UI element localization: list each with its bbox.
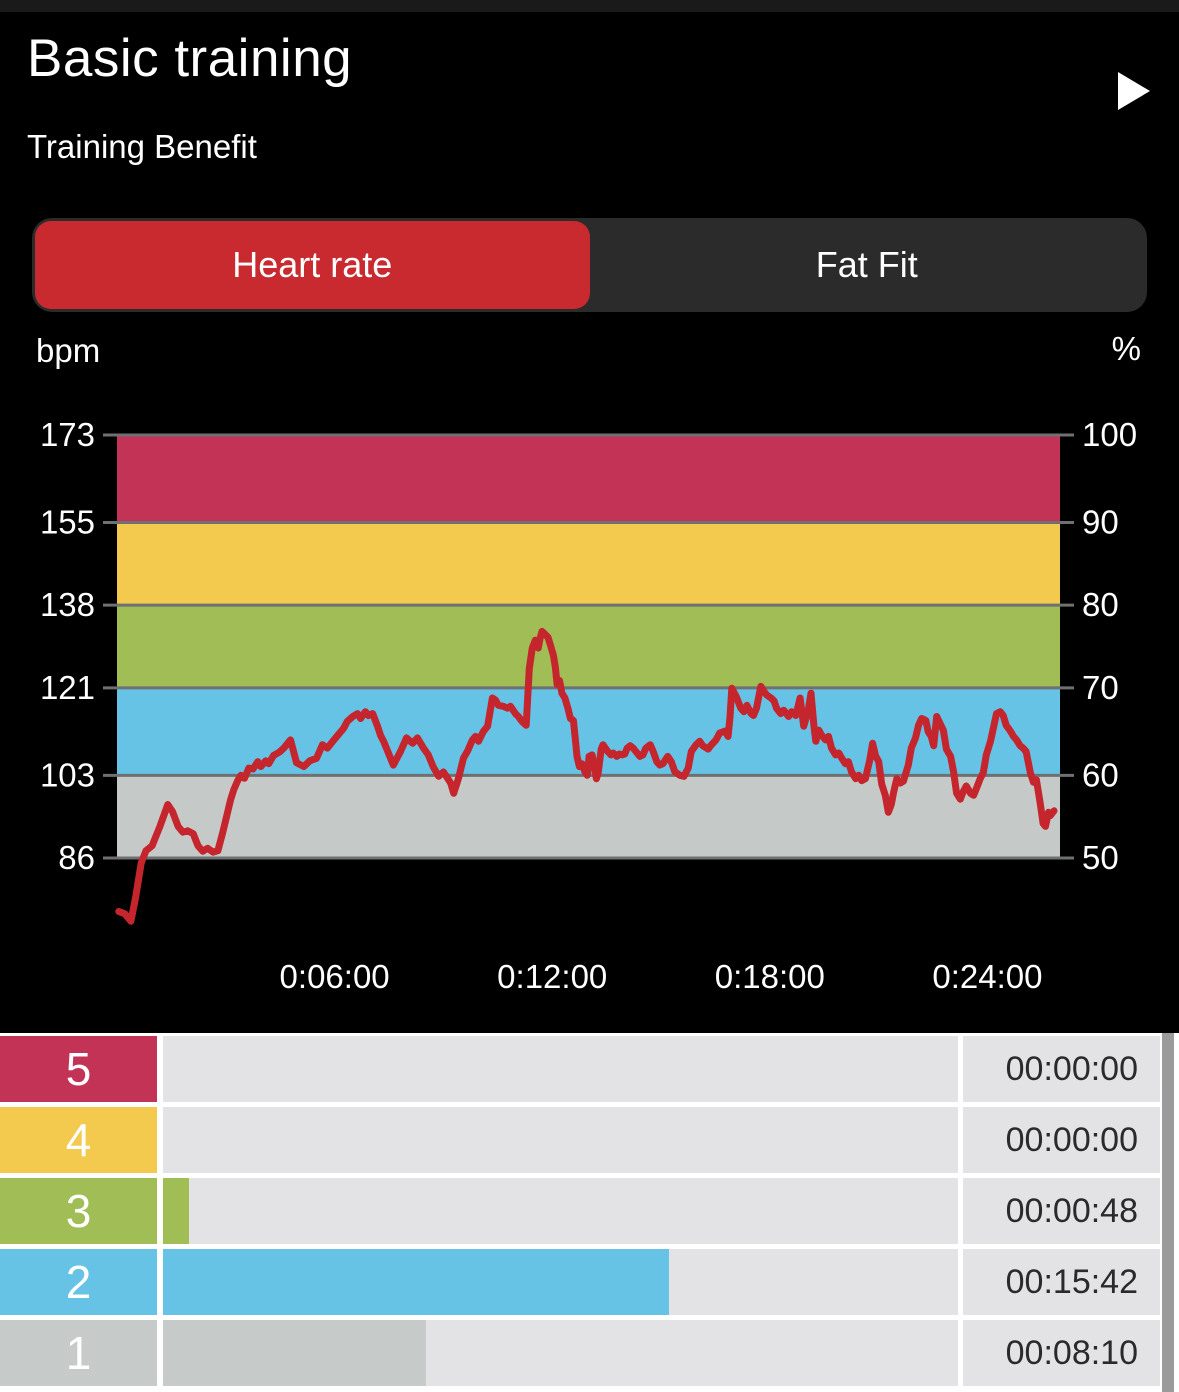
left-tick-label: 121 — [40, 669, 95, 706]
play-icon[interactable] — [1118, 72, 1150, 110]
zone-duration-track — [163, 1107, 958, 1173]
page-subtitle: Training Benefit — [27, 128, 257, 165]
zone-row-2: 2 00:15:42 — [0, 1249, 1179, 1315]
right-tick-label: 70 — [1082, 669, 1119, 706]
zone-number-badge: 5 — [0, 1036, 157, 1102]
right-tick-label: 100 — [1082, 416, 1137, 453]
zone-duration-value: 00:00:48 — [963, 1178, 1160, 1244]
zone-row-3: 3 00:00:48 — [0, 1178, 1179, 1244]
divider — [958, 1036, 963, 1102]
right-tick-label: 50 — [1082, 839, 1119, 876]
heart-rate-zone-chart: 173 100 155 90 138 80 121 70 103 60 86 50 0:06:00 0:1… — [40, 416, 1137, 992]
zone-duration-bar — [163, 1178, 189, 1244]
page-title: Basic training — [27, 29, 353, 88]
left-tick-label: 103 — [40, 756, 95, 793]
zone-duration-value: 00:08:10 — [963, 1320, 1160, 1386]
right-tick-label: 60 — [1082, 756, 1119, 793]
tab-heart-rate[interactable]: Heart rate — [35, 221, 590, 309]
divider — [958, 1249, 963, 1315]
zone-number-badge: 2 — [0, 1249, 157, 1315]
x-tick-label: 0:24:00 — [932, 958, 1042, 992]
zone-duration-value: 00:15:42 — [963, 1249, 1160, 1315]
zone-number-badge: 1 — [0, 1320, 157, 1386]
zone-duration-bar — [163, 1249, 670, 1315]
zone-duration-track — [163, 1036, 958, 1102]
x-tick-label: 0:12:00 — [497, 958, 607, 992]
divider — [157, 1036, 163, 1102]
divider — [157, 1178, 163, 1244]
zone-duration-value: 00:00:00 — [963, 1036, 1160, 1102]
divider — [157, 1249, 163, 1315]
divider — [157, 1320, 163, 1386]
zone-band-3 — [117, 605, 1060, 688]
zone-duration-track — [163, 1249, 958, 1315]
table-scrollbar[interactable] — [1162, 1033, 1174, 1392]
zone-row-4: 4 00:00:00 — [0, 1107, 1179, 1173]
tab-fat-fit[interactable]: Fat Fit — [815, 244, 918, 285]
left-tick-label: 173 — [40, 416, 95, 453]
status-bar-strip — [0, 0, 1179, 12]
left-tick-label: 86 — [58, 839, 95, 876]
right-axis-unit-label: % — [1111, 330, 1141, 367]
zone-number-badge: 4 — [0, 1107, 157, 1173]
zone-band-1 — [117, 775, 1060, 858]
divider — [958, 1178, 963, 1244]
zone-row-1: 1 00:08:10 — [0, 1320, 1179, 1386]
divider — [157, 1107, 163, 1173]
right-tick-label: 80 — [1082, 586, 1119, 623]
x-tick-label: 0:06:00 — [280, 958, 390, 992]
left-axis-unit-label: bpm — [36, 332, 101, 369]
tab-bar: Heart rate Fat Fit — [32, 218, 1147, 312]
divider — [958, 1320, 963, 1386]
zone-number-badge: 3 — [0, 1178, 157, 1244]
zone-band-4 — [117, 522, 1060, 606]
heart-rate-line — [115, 627, 1058, 925]
zone-duration-track — [163, 1320, 958, 1386]
zone-band-5 — [117, 435, 1060, 523]
x-tick-label: 0:18:00 — [715, 958, 825, 992]
zone-duration-bar — [163, 1320, 427, 1386]
zone-duration-table: 5 00:00:00 4 00:00:00 3 00:00:48 2 00:15:42 1 00:… — [0, 1033, 1179, 1392]
zone-row-5: 5 00:00:00 — [0, 1036, 1179, 1102]
right-tick-label: 90 — [1082, 504, 1119, 541]
left-tick-label: 138 — [40, 586, 95, 623]
divider — [958, 1107, 963, 1173]
zone-duration-value: 00:00:00 — [963, 1107, 1160, 1173]
zone-duration-track — [163, 1178, 958, 1244]
left-tick-label: 155 — [40, 504, 95, 541]
